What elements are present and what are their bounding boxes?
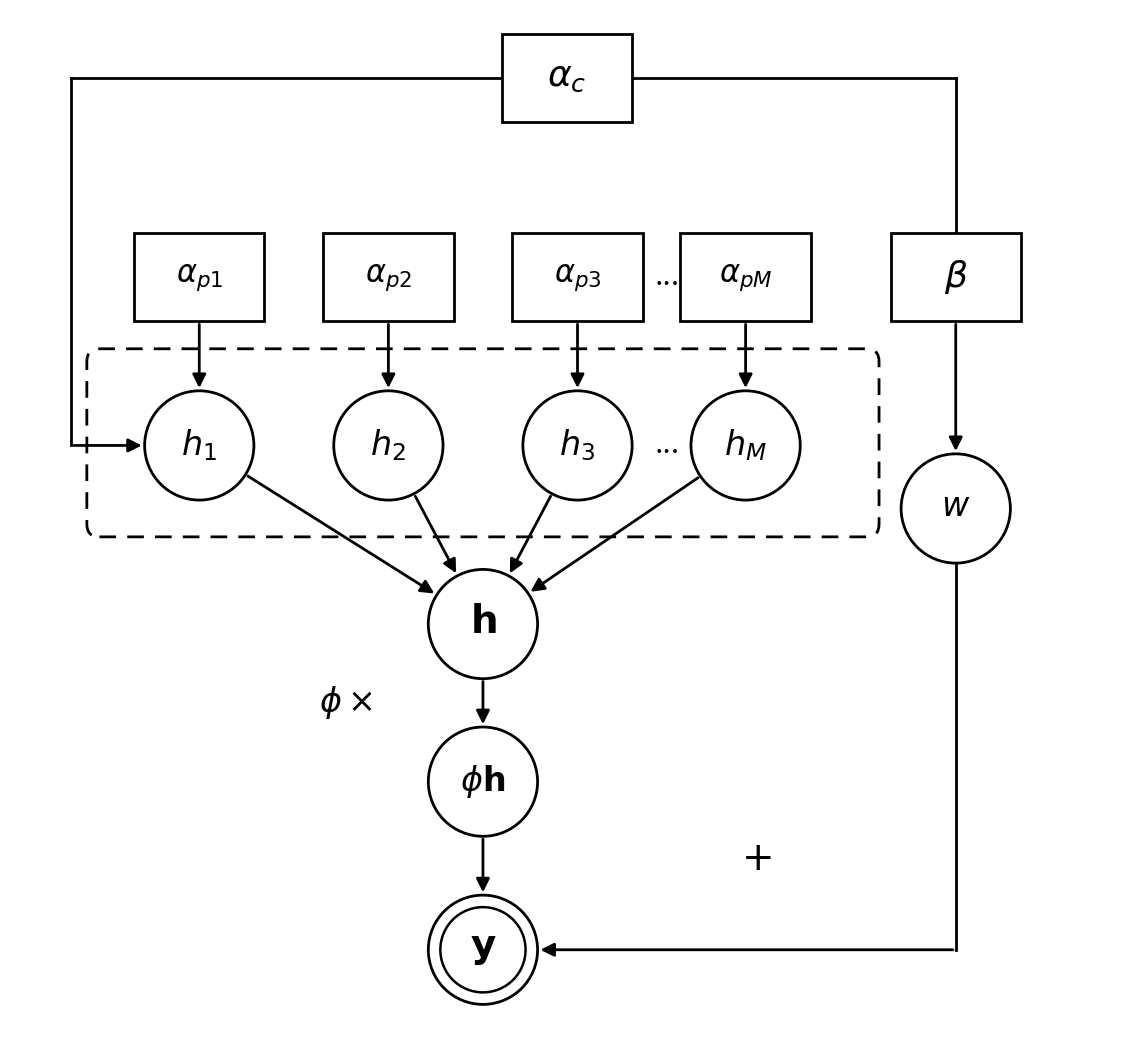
Circle shape <box>429 728 538 837</box>
FancyBboxPatch shape <box>134 233 264 322</box>
Circle shape <box>902 454 1010 563</box>
Text: $\alpha_{p1}$: $\alpha_{p1}$ <box>176 262 223 292</box>
Circle shape <box>523 391 632 500</box>
Text: ...: ... <box>654 431 679 461</box>
Circle shape <box>333 391 443 500</box>
Circle shape <box>429 570 538 679</box>
Text: $\alpha_{p3}$: $\alpha_{p3}$ <box>553 262 601 292</box>
Circle shape <box>691 391 801 500</box>
Text: $\alpha_{pM}$: $\alpha_{pM}$ <box>719 262 772 292</box>
Text: $h_2$: $h_2$ <box>371 428 406 463</box>
Circle shape <box>145 391 254 500</box>
Text: $h_M$: $h_M$ <box>725 428 767 463</box>
Text: $\alpha_c$: $\alpha_c$ <box>548 61 586 94</box>
FancyBboxPatch shape <box>680 233 811 322</box>
FancyBboxPatch shape <box>502 34 632 122</box>
Text: $\beta$: $\beta$ <box>943 258 967 297</box>
Text: $\mathbf{h}$: $\mathbf{h}$ <box>469 607 497 642</box>
Text: $\alpha_{p2}$: $\alpha_{p2}$ <box>365 262 412 292</box>
Text: $h_1$: $h_1$ <box>181 428 218 463</box>
Text: ...: ... <box>654 263 679 292</box>
Text: $\mathbf{y}$: $\mathbf{y}$ <box>469 932 497 967</box>
Circle shape <box>440 908 525 992</box>
Text: $\phi\times$: $\phi\times$ <box>320 684 373 721</box>
FancyBboxPatch shape <box>323 233 454 322</box>
Text: $w$: $w$ <box>941 493 971 523</box>
Text: $+$: $+$ <box>741 843 771 878</box>
Text: $h_3$: $h_3$ <box>559 428 595 463</box>
Circle shape <box>429 895 538 1004</box>
Text: $\phi\mathbf{h}$: $\phi\mathbf{h}$ <box>460 764 506 801</box>
FancyBboxPatch shape <box>513 233 643 322</box>
FancyBboxPatch shape <box>890 233 1021 322</box>
